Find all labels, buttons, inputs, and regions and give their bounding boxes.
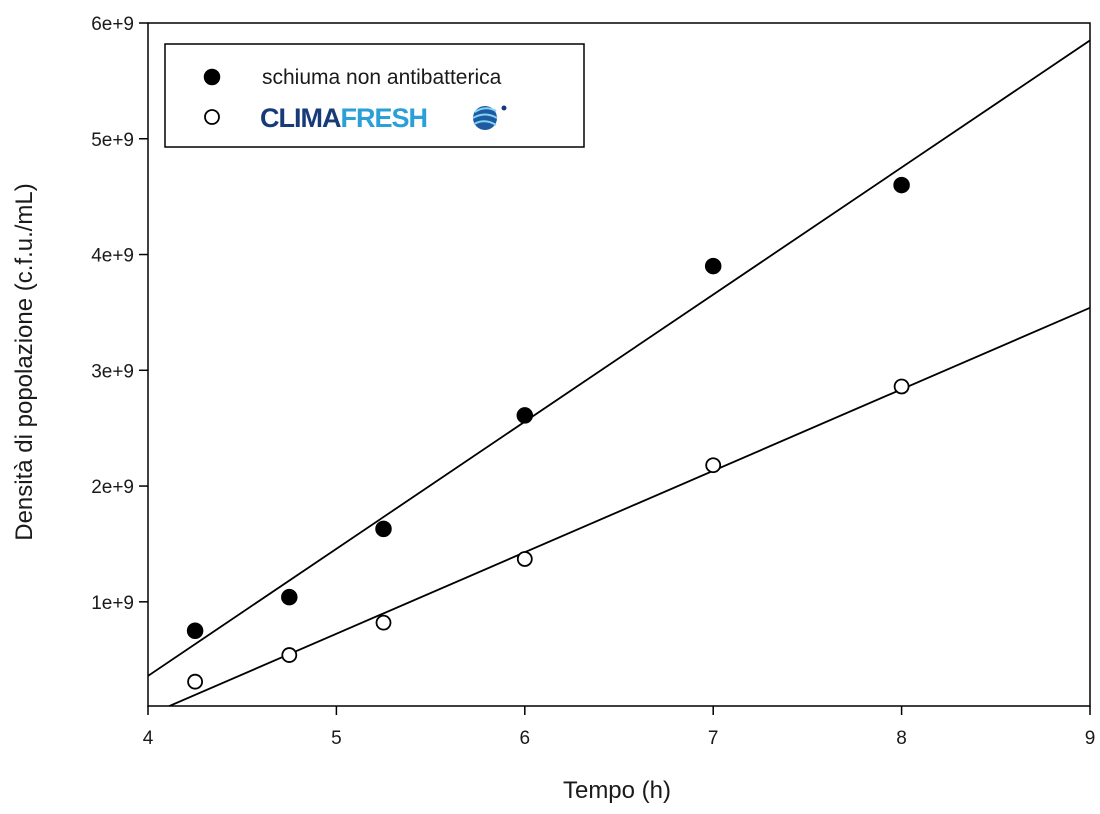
climafresh-logo: CLIMAFRESH <box>260 103 507 133</box>
point-filled-6 <box>893 176 910 194</box>
x-tick-label: 7 <box>708 728 719 749</box>
point-filled-3 <box>375 520 392 538</box>
globe-icon <box>472 105 507 130</box>
point-filled-5 <box>704 257 722 275</box>
legend-marker-filled-circle <box>203 68 221 86</box>
point-open-6 <box>893 378 910 395</box>
point-open-5 <box>705 457 722 474</box>
y-axis: 1e+9 2e+9 3e+9 4e+9 5e+9 6e+9 <box>91 14 148 614</box>
y-tick-label: 2e+9 <box>91 477 134 498</box>
x-axis-title: Tempo (h) <box>563 777 671 804</box>
climafresh-logo-text: CLIMAFRESH <box>260 103 427 133</box>
y-tick-label: 5e+9 <box>91 130 134 151</box>
y-axis-title: Densità di popolazione (c.f.u./mL) <box>11 183 38 541</box>
y-tick-label: 6e+9 <box>91 14 134 35</box>
plot-frame <box>147 22 1091 707</box>
logo-word-clima: CLIMA <box>260 103 341 133</box>
legend-label-schiuma: schiuma non antibatterica <box>262 66 502 89</box>
point-open-4 <box>516 551 533 567</box>
x-tick-label: 4 <box>143 728 154 749</box>
x-axis: 4 5 6 7 8 9 <box>143 706 1096 749</box>
y-tick-label: 4e+9 <box>91 246 134 267</box>
x-tick-label: 8 <box>896 728 907 749</box>
legend-marker-open-circle <box>204 109 220 125</box>
x-tick-label: 5 <box>331 728 342 749</box>
plot-area <box>147 22 1091 707</box>
legend-box <box>164 43 585 148</box>
logo-word-fresh: FRESH <box>340 103 427 133</box>
point-filled-4 <box>516 407 534 424</box>
point-filled-2 <box>281 588 298 606</box>
fit-line-series-1 <box>148 39 1090 677</box>
point-open-2 <box>281 647 298 663</box>
fit-lines <box>148 39 1090 706</box>
fit-line-series-2 <box>167 306 1090 706</box>
x-tick-label: 9 <box>1085 728 1096 749</box>
x-tick-label: 6 <box>520 728 531 749</box>
point-open-3 <box>375 614 392 631</box>
point-filled-1 <box>186 622 204 640</box>
y-tick-label: 1e+9 <box>91 593 134 614</box>
point-open-1 <box>187 673 204 690</box>
data-points <box>186 176 910 690</box>
y-tick-label: 3e+9 <box>91 361 134 382</box>
legend: schiuma non antibatterica CLIMAFRESH <box>164 43 585 148</box>
